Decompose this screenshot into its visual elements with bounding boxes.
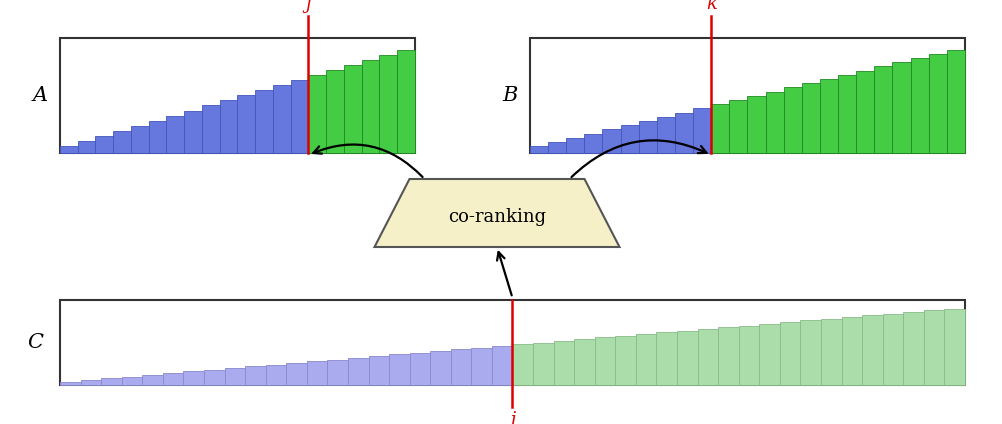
Bar [244,366,266,385]
Bar [60,38,415,153]
Bar [471,348,491,385]
Bar [903,312,923,385]
Bar [838,75,856,153]
Bar [710,104,728,153]
Bar [674,112,692,153]
Bar [60,382,80,385]
Bar [780,322,800,385]
Bar [738,326,759,385]
Bar [291,80,309,153]
Bar [255,90,273,153]
Bar [783,87,801,153]
Bar [910,58,928,153]
Text: B: B [502,86,517,105]
Bar [676,331,697,385]
Bar [203,370,224,385]
Bar [746,96,765,153]
Bar [219,100,237,153]
Bar [800,321,821,385]
Bar [266,365,286,385]
Bar [368,356,389,385]
Bar [512,344,532,385]
Bar [95,136,113,153]
Bar [348,358,368,385]
Polygon shape [374,179,619,247]
Bar [183,371,203,385]
Text: i: i [509,411,515,424]
Bar [491,346,512,385]
Bar [728,100,746,153]
Bar [113,131,131,153]
Bar [594,338,615,385]
Bar [309,75,326,153]
Bar [620,125,638,153]
Bar [892,62,910,153]
Bar [928,54,946,153]
Bar [397,50,415,153]
Bar [344,65,362,153]
Bar [602,129,620,153]
Bar [656,117,674,153]
Bar [131,126,148,153]
Bar [379,55,397,153]
Bar [635,334,656,385]
Bar [184,111,201,153]
Bar [566,138,584,153]
Bar [430,351,450,385]
Bar [615,336,635,385]
Bar [273,85,291,153]
Bar [409,353,430,385]
Text: co-ranking: co-ranking [448,208,545,226]
Bar [326,70,344,153]
Bar [307,361,327,385]
Bar [101,378,121,385]
Bar [80,380,101,385]
Bar [60,300,964,385]
Text: j: j [306,0,311,13]
Bar [389,354,409,385]
Bar [697,329,717,385]
Text: A: A [32,86,47,105]
Bar [923,310,944,385]
Bar [286,363,307,385]
Bar [944,309,964,385]
Bar [801,83,820,153]
Bar [765,92,783,153]
Bar [237,95,255,153]
Bar [882,314,903,385]
Bar [841,317,862,385]
Bar [224,368,244,385]
Bar [142,375,162,385]
Bar [874,66,892,153]
Bar [856,70,874,153]
Bar [821,319,841,385]
Bar [148,121,166,153]
Bar [532,343,553,385]
Bar [121,377,142,385]
Bar [362,60,379,153]
Bar [529,146,547,153]
Bar [60,146,78,153]
Bar [759,324,780,385]
Bar [946,50,964,153]
Bar [162,373,183,385]
Bar [717,327,738,385]
Bar [450,349,471,385]
Bar [201,106,219,153]
Bar [166,116,184,153]
Bar [656,332,676,385]
Bar [820,79,838,153]
Text: C: C [27,333,43,352]
Bar [78,141,95,153]
Bar [529,38,964,153]
Bar [553,341,573,385]
Bar [862,315,882,385]
Bar [327,360,348,385]
Bar [547,142,566,153]
Text: k: k [705,0,716,13]
Bar [638,121,656,153]
Bar [692,108,710,153]
Bar [584,134,602,153]
Bar [573,339,594,385]
